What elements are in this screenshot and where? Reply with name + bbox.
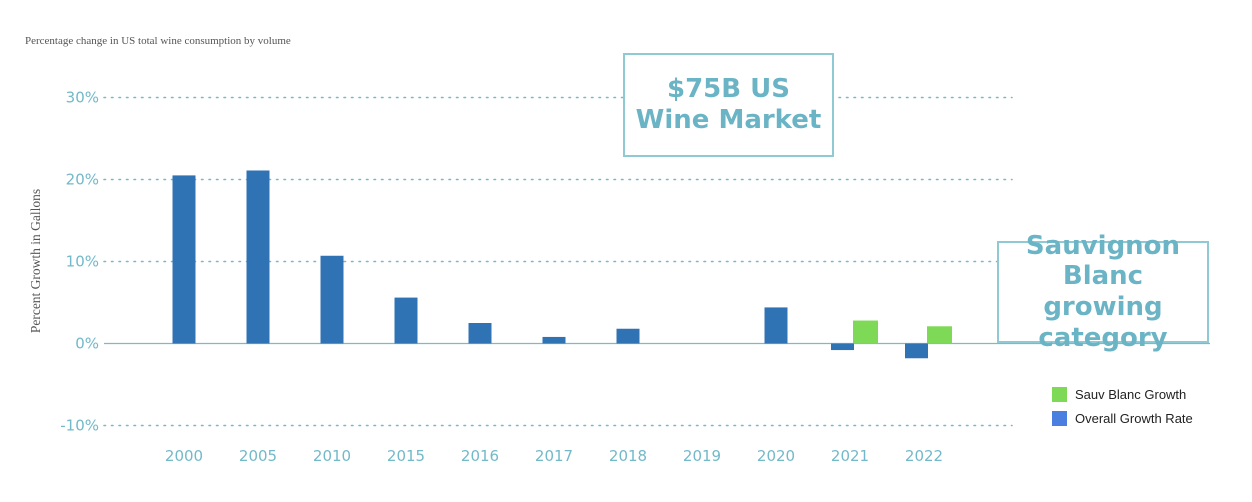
x-tick-label: 2010 bbox=[313, 447, 351, 465]
y-tick-labels: 30% 20% 10% 0% -10% bbox=[60, 89, 99, 435]
bar-overall-2016 bbox=[468, 323, 492, 344]
bar-overall-2022 bbox=[905, 343, 928, 359]
y-tick-label: 10% bbox=[66, 253, 99, 271]
x-tick-label: 2000 bbox=[165, 447, 203, 465]
bar-overall-2015 bbox=[394, 297, 418, 344]
sauv-callout-line-2: Blanc growing bbox=[1043, 261, 1163, 322]
legend: Sauv Blanc Growth Overall Growth Rate bbox=[1052, 387, 1193, 426]
gridlines bbox=[103, 96, 1013, 427]
legend-label: Overall Growth Rate bbox=[1075, 411, 1193, 426]
y-axis-label: Percent Growth in Gallons bbox=[28, 189, 43, 333]
bar-overall-2018 bbox=[616, 328, 640, 344]
sauvignon-callout: Sauvignon Blanc growing category bbox=[997, 231, 1209, 353]
legend-swatch bbox=[1052, 411, 1067, 426]
x-tick-label: 2021 bbox=[831, 447, 869, 465]
bar-overall-2017 bbox=[542, 336, 566, 344]
y-tick-label: 0% bbox=[75, 335, 99, 353]
x-tick-label: 2022 bbox=[905, 447, 943, 465]
legend-swatch bbox=[1052, 387, 1067, 402]
x-tick-label: 2019 bbox=[683, 447, 721, 465]
y-tick-label: 20% bbox=[66, 171, 99, 189]
bar-overall-2005 bbox=[246, 170, 270, 344]
market-size-callout: $75B US Wine Market bbox=[623, 53, 834, 157]
bar-sauv-2022 bbox=[927, 326, 952, 344]
market-callout-line-2: Wine Market bbox=[635, 105, 822, 135]
legend-label: Sauv Blanc Growth bbox=[1075, 387, 1186, 402]
x-tick-label: 2005 bbox=[239, 447, 277, 465]
bar-overall-2000 bbox=[172, 175, 196, 344]
bar-sauv-2021 bbox=[853, 320, 878, 344]
y-tick-label: 30% bbox=[66, 89, 99, 107]
bar-overall-2020 bbox=[764, 307, 788, 344]
x-tick-label: 2015 bbox=[387, 447, 425, 465]
bars bbox=[172, 170, 952, 359]
market-callout-line-1: $75B US bbox=[667, 74, 790, 105]
chart-subtitle: Percentage change in US total wine consu… bbox=[25, 35, 291, 47]
x-tick-label: 2016 bbox=[461, 447, 499, 465]
bar-overall-2010 bbox=[320, 255, 344, 344]
x-tick-label: 2020 bbox=[757, 447, 795, 465]
x-tick-labels: 2000 2005 2010 2015 2016 2017 2018 2019 2020 2021… bbox=[165, 447, 943, 465]
x-tick-label: 2018 bbox=[609, 447, 647, 465]
y-tick-label: -10% bbox=[60, 417, 99, 435]
bar-overall-2021 bbox=[831, 343, 854, 351]
sauv-callout-line-1: Sauvignon bbox=[1025, 230, 1181, 261]
x-tick-label: 2017 bbox=[535, 447, 573, 465]
sauv-callout-line-3: category bbox=[1038, 322, 1168, 353]
